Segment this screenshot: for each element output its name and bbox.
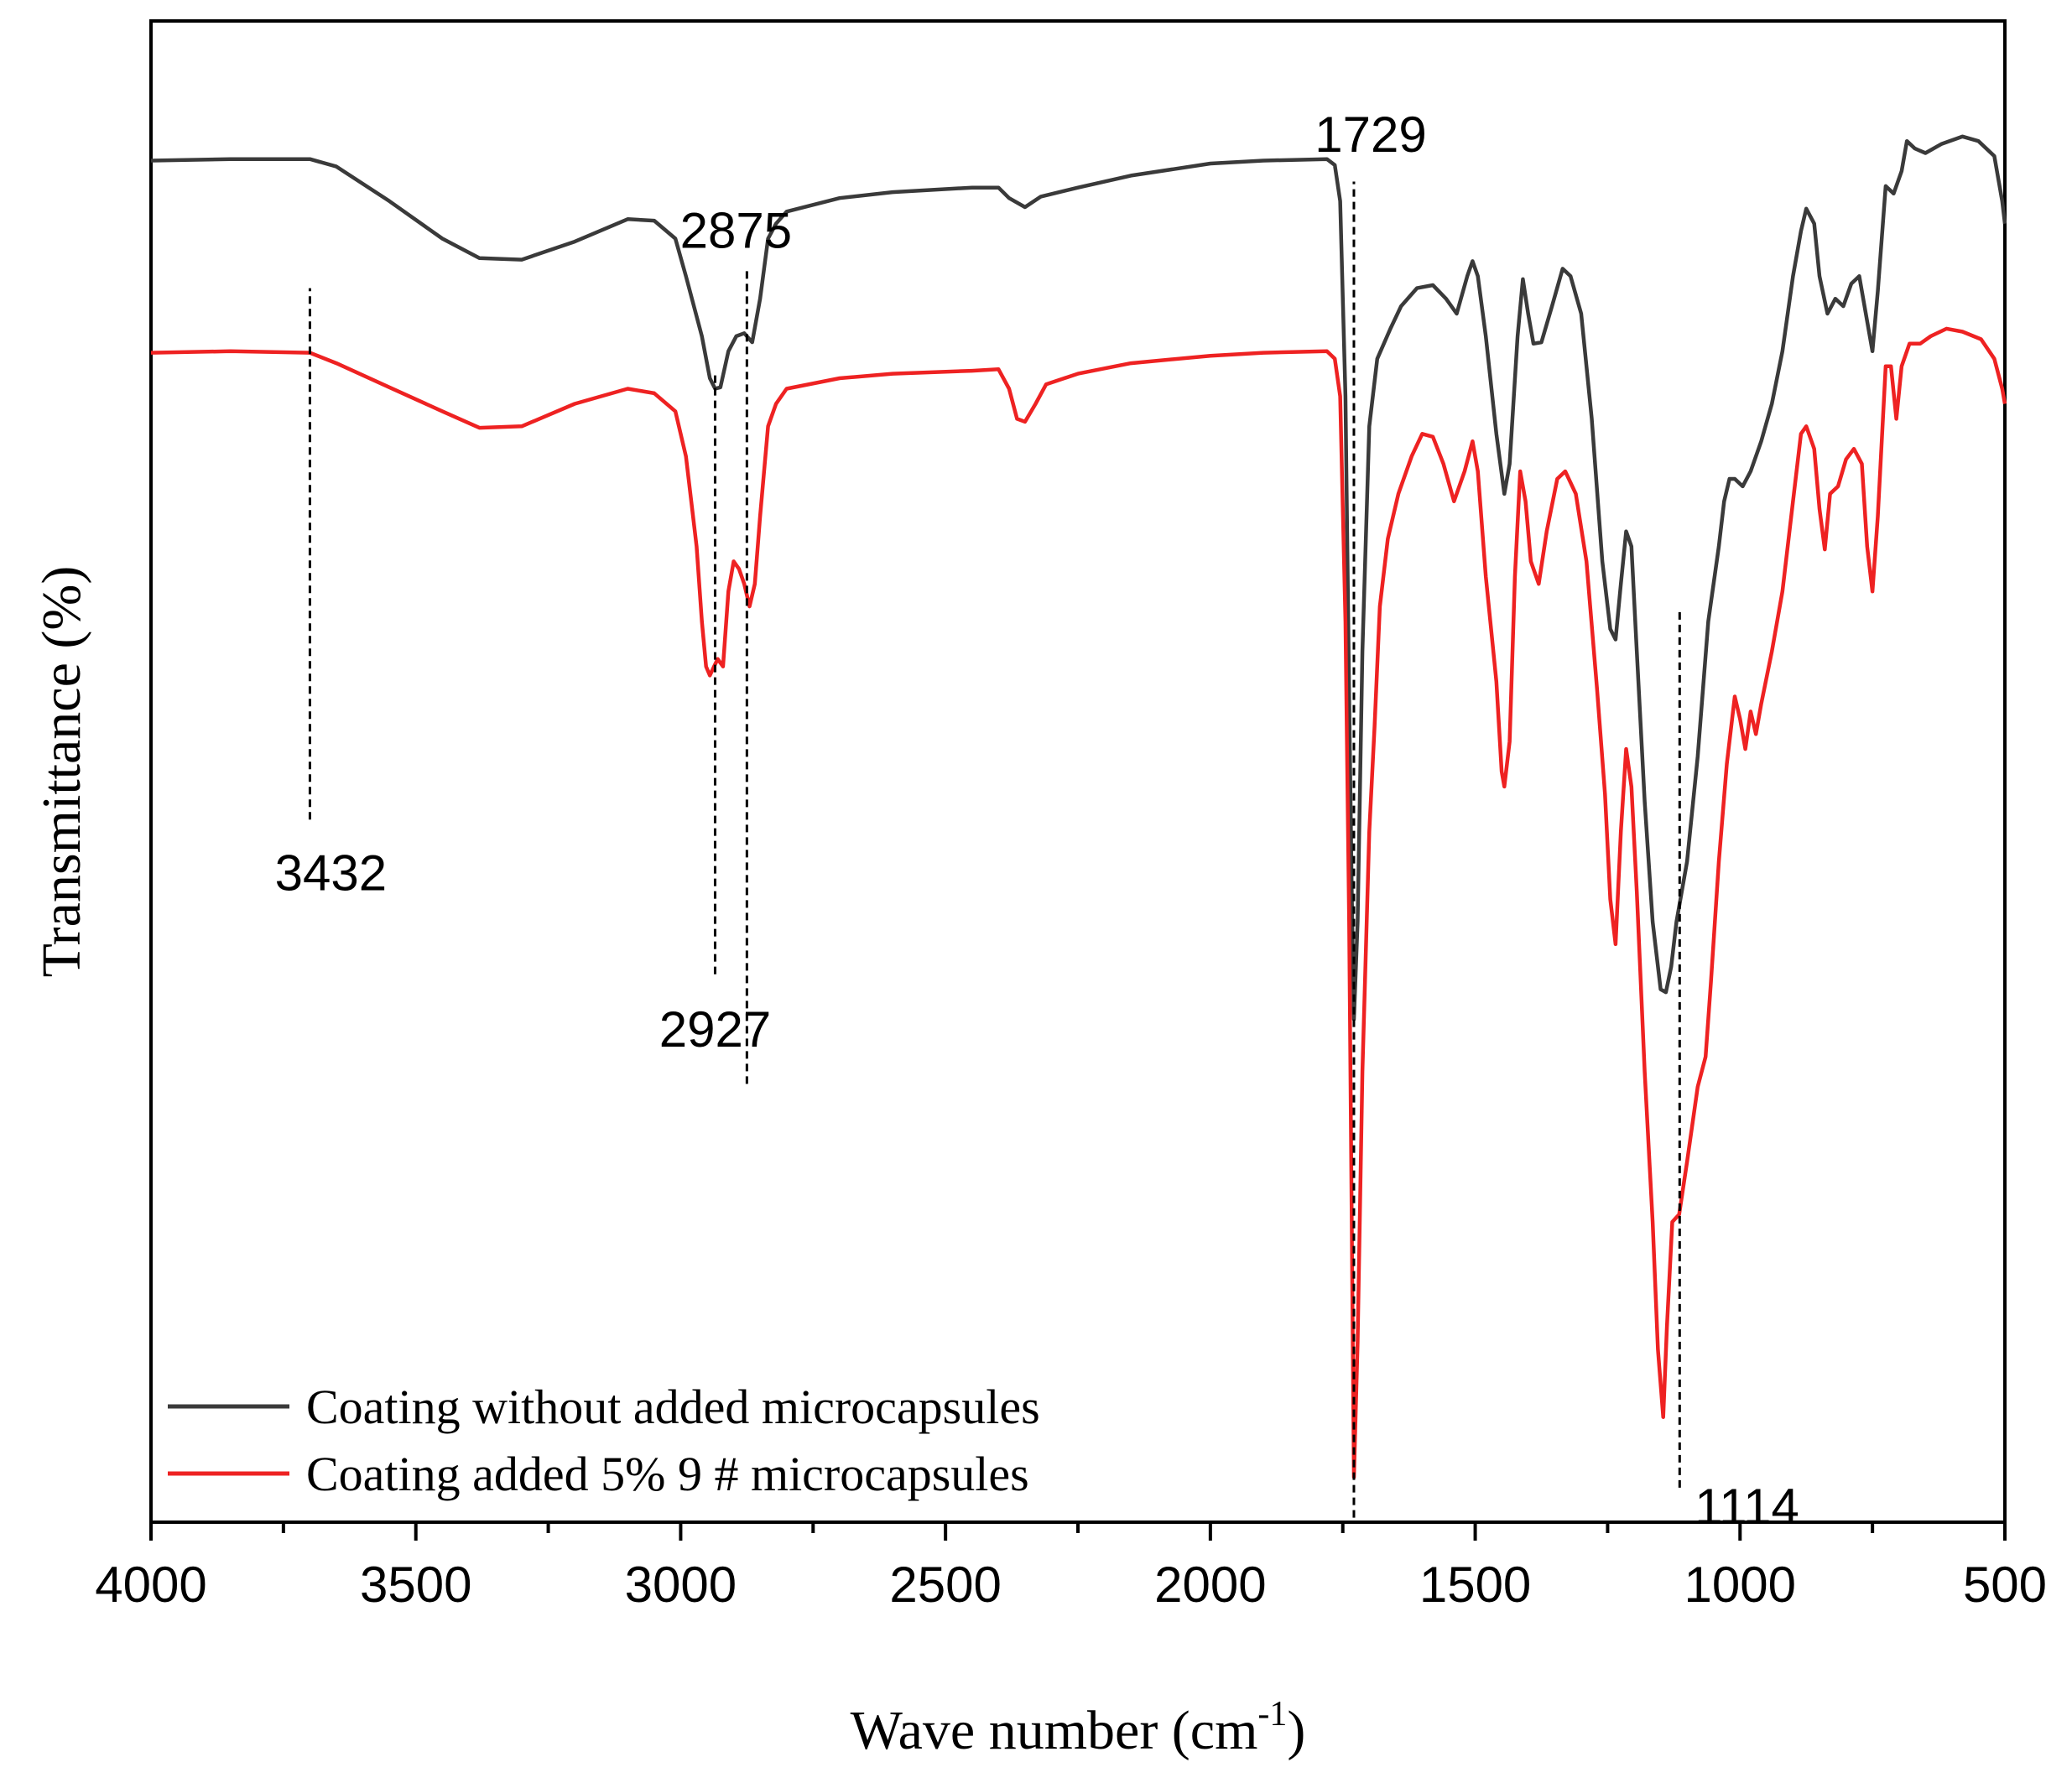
x-axis: 4000 3500 3000 2500 2000 1500 1000 500	[95, 1522, 2047, 1613]
annotation-label-2927: 2927	[659, 1001, 771, 1058]
x-tick-label-500: 500	[1963, 1557, 2047, 1613]
y-axis-title: Transmittance (%)	[31, 566, 92, 978]
annotation-label-1729: 1729	[1315, 107, 1426, 163]
x-tick-label-4000: 4000	[95, 1557, 206, 1613]
x-tick-label-2500: 2500	[889, 1557, 1001, 1613]
annotation-layer: 3432 2875 2927 1729 1114	[275, 107, 1799, 1535]
x-axis-title-main: Wave number (cm	[851, 1700, 1258, 1761]
legend-label-red: Coating added 5% 9 # microcapsules	[306, 1447, 1029, 1501]
series-layer	[150, 134, 2007, 1479]
legend: Coating without added microcapsules Coat…	[168, 1380, 1040, 1501]
x-tick-label-1000: 1000	[1684, 1557, 1796, 1613]
x-tick-label-2000: 2000	[1154, 1557, 1266, 1613]
annotation-label-2875: 2875	[680, 203, 792, 259]
x-tick-label-3500: 3500	[360, 1557, 471, 1613]
x-axis-title-superscript: -1	[1257, 1695, 1287, 1734]
annotation-label-1114: 1114	[1695, 1479, 1799, 1535]
x-axis-title-end: )	[1287, 1700, 1305, 1761]
x-axis-title: Wave number (cm-1)	[851, 1695, 1306, 1761]
series-line-1	[150, 134, 2007, 1021]
legend-label-black: Coating without added microcapsules	[306, 1380, 1040, 1434]
annotation-label-3432: 3432	[275, 845, 387, 902]
series-line-2	[150, 326, 2007, 1479]
x-tick-label-1500: 1500	[1419, 1557, 1531, 1613]
x-tick-label-3000: 3000	[625, 1557, 737, 1613]
